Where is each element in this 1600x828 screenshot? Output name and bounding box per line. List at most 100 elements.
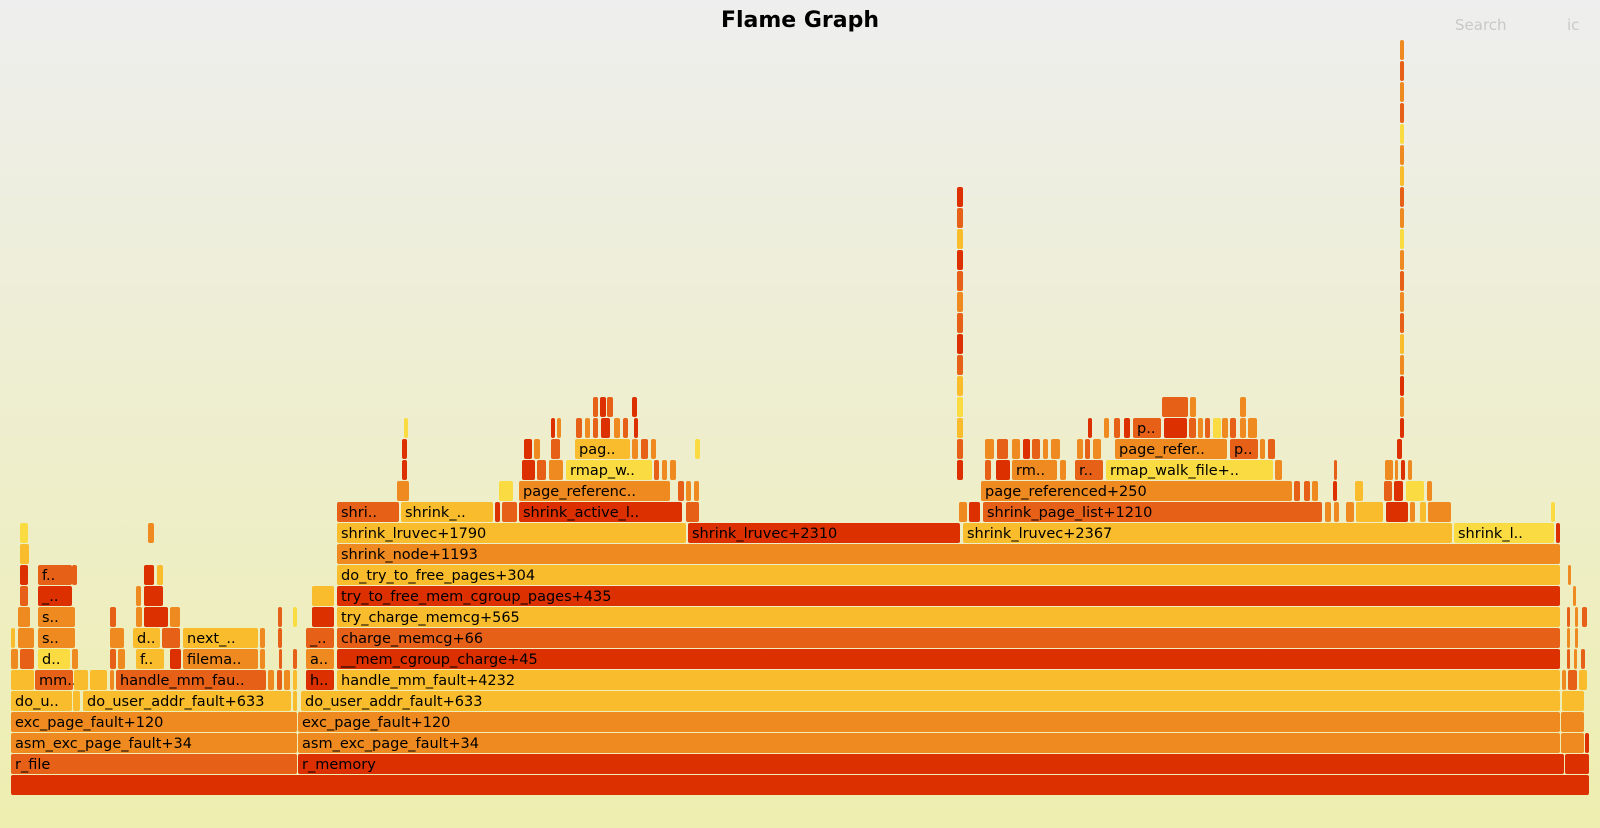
- frame-192[interactable]: [1124, 418, 1130, 438]
- frame-209[interactable]: [1162, 397, 1188, 417]
- frame-75[interactable]: [20, 586, 28, 606]
- frame-rect[interactable]: [1334, 502, 1339, 522]
- frame-136[interactable]: rmap_w..: [566, 460, 652, 480]
- frame-rect[interactable]: [957, 250, 963, 270]
- frame-rect[interactable]: [686, 481, 691, 501]
- frame-rect[interactable]: [404, 418, 408, 438]
- frame-165[interactable]: [1012, 439, 1020, 459]
- frame-39[interactable]: [170, 649, 181, 669]
- frame-rect[interactable]: [1567, 628, 1570, 648]
- frame-50[interactable]: [18, 628, 34, 648]
- frame-rect[interactable]: [306, 628, 334, 648]
- frame-55[interactable]: next_..: [183, 628, 258, 648]
- frame-rect[interactable]: [957, 376, 963, 396]
- frame-rect[interactable]: [110, 649, 116, 669]
- frame-48[interactable]: [1581, 649, 1585, 669]
- frame-107[interactable]: [1325, 502, 1331, 522]
- frame-114[interactable]: [1428, 502, 1451, 522]
- frame-rect[interactable]: [1400, 271, 1404, 291]
- frame-103[interactable]: [686, 502, 699, 522]
- frame-221[interactable]: [957, 292, 963, 312]
- frame-rect[interactable]: [1400, 145, 1404, 165]
- frame-rect[interactable]: [607, 397, 613, 417]
- frame-rect[interactable]: [1400, 40, 1404, 60]
- frame-154[interactable]: [524, 439, 532, 459]
- frame-132[interactable]: [402, 460, 407, 480]
- frame-211[interactable]: [1240, 397, 1246, 417]
- frame-156[interactable]: [551, 439, 560, 459]
- frame-206[interactable]: [607, 397, 613, 417]
- frame-rect[interactable]: [183, 628, 258, 648]
- frame-rect[interactable]: [136, 586, 141, 606]
- frame-4[interactable]: asm_exc_page_fault+34: [11, 733, 297, 753]
- frame-153[interactable]: [402, 439, 407, 459]
- frame-22[interactable]: handle_mm_fau..: [116, 670, 266, 690]
- frame-122[interactable]: page_referenced+250: [981, 481, 1292, 501]
- frame-142[interactable]: [996, 460, 1010, 480]
- frame-99[interactable]: shrink_..: [401, 502, 493, 522]
- frame-rect[interactable]: [144, 607, 168, 627]
- frame-140[interactable]: [957, 460, 963, 480]
- frame-rect[interactable]: [1408, 460, 1412, 480]
- frame-0[interactable]: [11, 775, 1589, 795]
- frame-33[interactable]: [20, 649, 34, 669]
- frame-61[interactable]: [1575, 628, 1578, 648]
- frame-19[interactable]: [74, 670, 88, 690]
- frame-111[interactable]: [1386, 502, 1408, 522]
- frame-rect[interactable]: [337, 586, 1560, 606]
- frame-rect[interactable]: [1400, 313, 1404, 333]
- frame-rect[interactable]: [1574, 649, 1577, 669]
- frame-rect[interactable]: [662, 460, 667, 480]
- frame-rect[interactable]: [1051, 439, 1060, 459]
- frame-rect[interactable]: [1124, 418, 1130, 438]
- frame-rect[interactable]: [337, 628, 1560, 648]
- frame-203[interactable]: [1400, 418, 1404, 438]
- frame-rect[interactable]: [566, 460, 652, 480]
- frame-201[interactable]: [1240, 418, 1246, 438]
- frame-77[interactable]: [136, 586, 141, 606]
- frame-rect[interactable]: [1397, 439, 1402, 459]
- frame-rect[interactable]: [298, 733, 1560, 753]
- frame-rect[interactable]: [1260, 439, 1265, 459]
- frame-rect[interactable]: [678, 481, 684, 501]
- frame-146[interactable]: rmap_walk_file+..: [1106, 460, 1273, 480]
- frame-9[interactable]: exc_page_fault+120: [298, 712, 1560, 732]
- frame-rect[interactable]: [1346, 502, 1354, 522]
- frame-rect[interactable]: [402, 439, 407, 459]
- frame-rect[interactable]: [1104, 418, 1109, 438]
- frame-rect[interactable]: [1400, 250, 1404, 270]
- frame-224[interactable]: [1400, 271, 1404, 291]
- frame-rect[interactable]: [260, 649, 265, 669]
- frame-rect[interactable]: [551, 439, 560, 459]
- frame-rect[interactable]: [74, 670, 88, 690]
- frame-79[interactable]: [312, 586, 334, 606]
- frame-rect[interactable]: [551, 418, 555, 438]
- frame-rect[interactable]: [1386, 502, 1408, 522]
- frame-rect[interactable]: [983, 502, 1322, 522]
- frame-38[interactable]: f..: [136, 649, 164, 669]
- frame-rect[interactable]: [1312, 481, 1318, 501]
- frame-182[interactable]: [585, 418, 590, 438]
- frame-102[interactable]: shrink_active_l..: [519, 502, 682, 522]
- frame-rect[interactable]: [1106, 460, 1273, 480]
- frame-rect[interactable]: [959, 502, 967, 522]
- frame-rect[interactable]: [1164, 418, 1187, 438]
- frame-rect[interactable]: [110, 670, 114, 690]
- frame-rect[interactable]: [957, 271, 963, 291]
- frame-207[interactable]: [632, 397, 637, 417]
- frame-159[interactable]: [641, 439, 648, 459]
- frame-rect[interactable]: [1556, 523, 1560, 543]
- frame-rect[interactable]: [654, 460, 659, 480]
- frame-32[interactable]: [11, 649, 18, 669]
- frame-232[interactable]: [1400, 187, 1404, 207]
- frame-rect[interactable]: [1325, 502, 1331, 522]
- frame-rect[interactable]: [38, 649, 70, 669]
- frame-157[interactable]: pag..: [575, 439, 630, 459]
- frame-216[interactable]: [1400, 355, 1404, 375]
- frame-71[interactable]: try_charge_memcg+565: [337, 607, 1560, 627]
- frame-229[interactable]: [957, 208, 963, 228]
- frame-rect[interactable]: [1406, 481, 1424, 501]
- frame-rect[interactable]: [20, 586, 28, 606]
- frame-231[interactable]: [957, 187, 963, 207]
- frame-rect[interactable]: [1075, 460, 1103, 480]
